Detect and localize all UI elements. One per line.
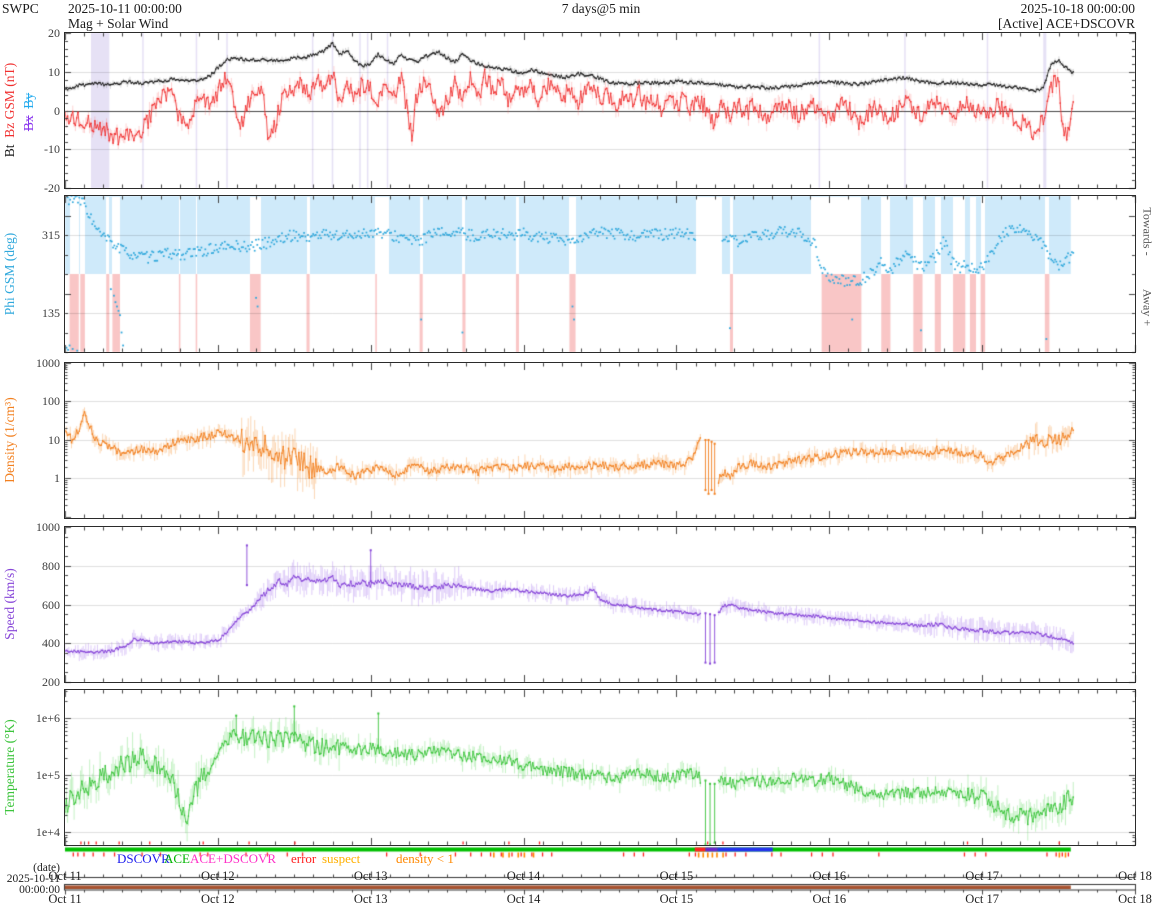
date-axis-caption: (date)	[33, 862, 60, 874]
duration-label: 7 days@5 min	[561, 1, 641, 16]
axis-start-time: 00:00:00	[19, 884, 60, 896]
axis-start-date: 2025-10-11	[6, 873, 60, 885]
plot-title: Mag + Solar Wind	[68, 16, 169, 31]
legend-item-ace: ACE	[164, 851, 190, 866]
active-source-label: [Active] ACE+DSCOVR	[998, 16, 1135, 31]
legend-item-suspect: suspect	[322, 851, 361, 866]
end-datetime: 2025-10-18 00:00:00	[1020, 1, 1135, 16]
legend-item-density-1: density < 1	[396, 851, 454, 866]
legend-item-dscovr: DSCOVR	[117, 851, 170, 866]
legend-item-ace-dscovr: ACE+DSCOVR	[190, 851, 277, 866]
app-title: SWPC	[2, 1, 39, 16]
start-datetime: 2025-10-11 00:00:00	[68, 1, 182, 16]
legend-item-error: error	[291, 851, 317, 866]
